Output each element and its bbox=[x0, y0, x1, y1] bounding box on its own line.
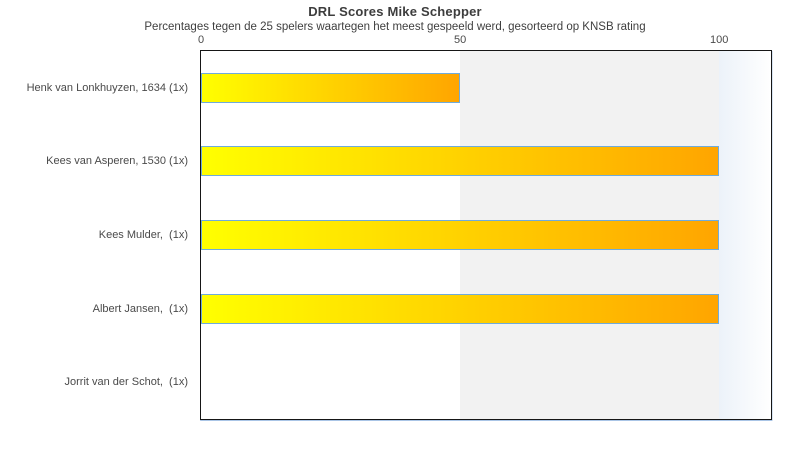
bar-4 bbox=[201, 293, 720, 324]
right-fade-region bbox=[719, 51, 771, 419]
x-tick-label: 50 bbox=[453, 34, 467, 46]
category-label: Jorrit van der Schot, (1x) bbox=[64, 376, 189, 389]
bar-2 bbox=[201, 146, 720, 177]
category-label: Kees van Asperen, 1530 (1x) bbox=[46, 155, 188, 168]
chart-title: DRL Scores Mike Schepper bbox=[308, 4, 482, 19]
bar-1 bbox=[201, 72, 461, 103]
category-label: Albert Jansen, (1x) bbox=[92, 302, 188, 315]
x-axis-ticks: 0 50 100 bbox=[197, 34, 772, 49]
chart-subtitle: Percentages tegen de 25 spelers waartege… bbox=[144, 21, 646, 33]
category-axis-labels: Henk van Lonkhuyzen, 1634 (1x) Kees van A… bbox=[0, 51, 188, 419]
category-label: Kees Mulder, (1x) bbox=[98, 228, 188, 241]
x-tick-label: 100 bbox=[709, 34, 729, 46]
x-tick-label: 0 bbox=[197, 34, 205, 46]
bar-3 bbox=[201, 220, 720, 250]
plot-area bbox=[200, 50, 772, 420]
category-label: Henk van Lonkhuyzen, 1634 (1x) bbox=[26, 81, 188, 94]
